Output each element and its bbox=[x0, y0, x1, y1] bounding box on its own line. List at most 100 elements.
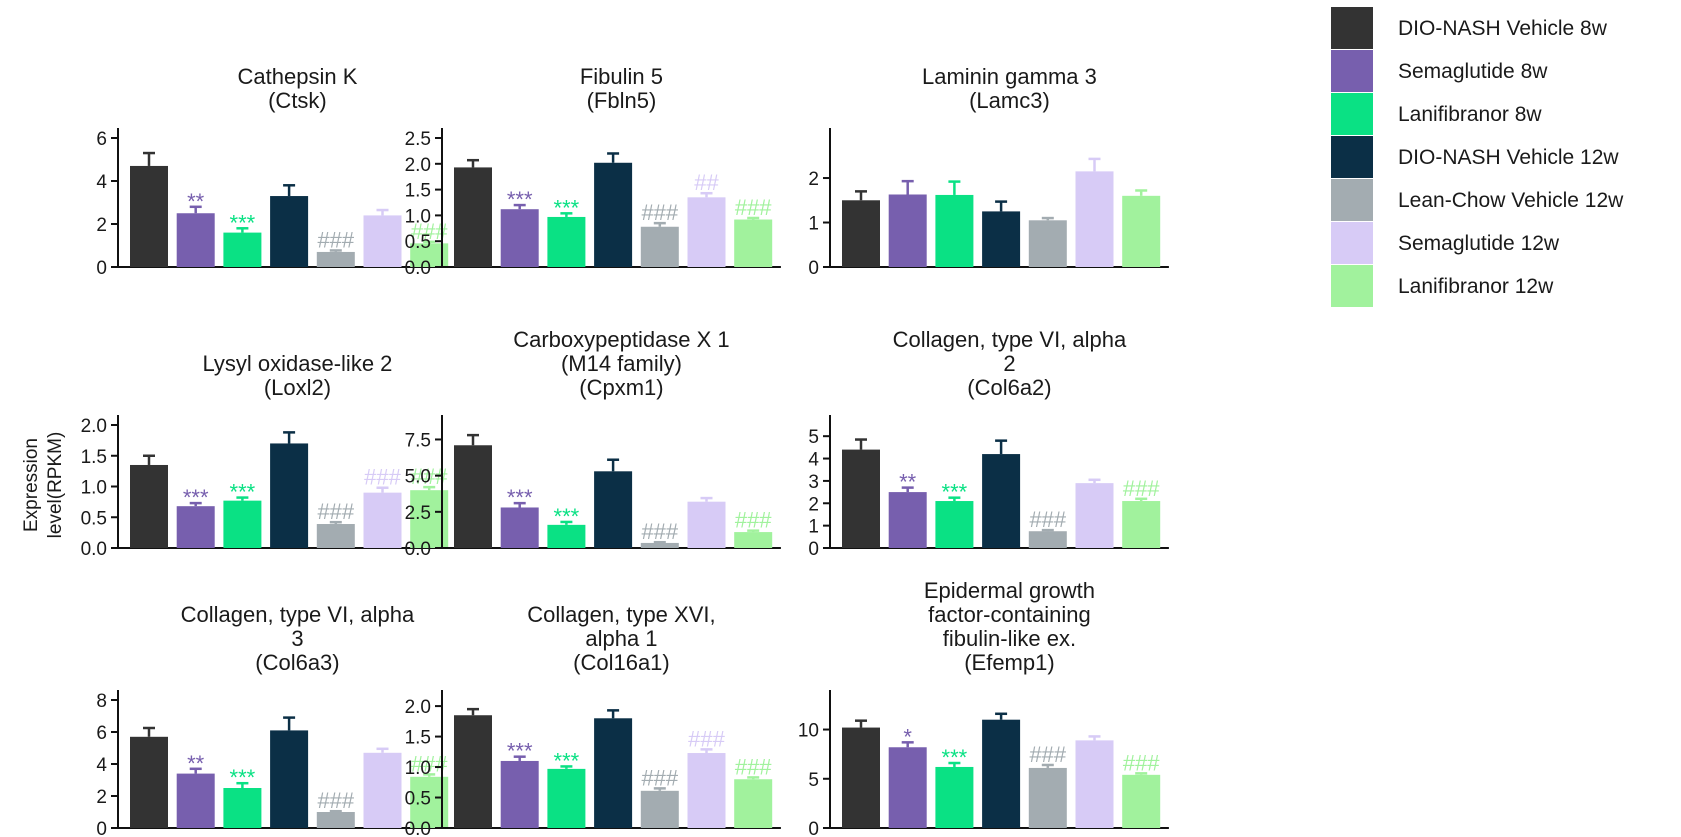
legend-label: DIO-NASH Vehicle 8w bbox=[1398, 17, 1608, 40]
y-axis-label-line-1: Expression bbox=[21, 438, 42, 532]
chart-title-line: (Lamc3) bbox=[969, 88, 1050, 113]
bar bbox=[500, 760, 539, 828]
significance-label: ### bbox=[1123, 750, 1160, 775]
bar bbox=[316, 251, 355, 267]
significance-label: ### bbox=[641, 519, 678, 544]
bar bbox=[982, 211, 1021, 267]
bar bbox=[130, 165, 168, 267]
bar bbox=[130, 736, 168, 828]
bar bbox=[176, 506, 215, 548]
significance-label: ** bbox=[899, 470, 917, 495]
bar bbox=[594, 471, 633, 548]
chart-panel: Collagen, type XVI,alpha 1(Col16a1) 0.0 0.… bbox=[405, 602, 781, 837]
significance-label: ** bbox=[187, 189, 205, 214]
chart-title-line: (Cpxm1) bbox=[579, 375, 663, 400]
bar bbox=[1075, 483, 1114, 548]
chart-title-line: alpha 1 bbox=[585, 626, 657, 651]
y-tick-label: 5 bbox=[808, 770, 819, 791]
y-tick-label: 3 bbox=[808, 472, 819, 493]
chart-title-line: (Loxl2) bbox=[264, 375, 331, 400]
chart-title-line: (Ctsk) bbox=[268, 88, 327, 113]
bar bbox=[640, 226, 679, 267]
y-tick-label: 0.0 bbox=[405, 819, 431, 837]
chart-title-line: Collagen, type XVI, bbox=[527, 602, 715, 627]
significance-label: *** bbox=[554, 504, 580, 529]
y-tick-label: 1.5 bbox=[405, 728, 431, 749]
bar bbox=[1122, 195, 1161, 267]
legend-swatch bbox=[1331, 93, 1373, 135]
y-tick-label: 2 bbox=[808, 494, 819, 515]
bar bbox=[270, 730, 309, 828]
y-tick-label: 0 bbox=[96, 258, 107, 279]
chart-title-line: Collagen, type VI, alpha bbox=[181, 602, 415, 627]
legend: DIO-NASH Vehicle 8w Semaglutide 8w Lanifib… bbox=[1331, 7, 1624, 307]
bar bbox=[1028, 220, 1067, 267]
y-tick-label: 5 bbox=[808, 427, 819, 448]
bar bbox=[594, 718, 633, 828]
chart-title-line: Fibulin 5 bbox=[580, 64, 663, 89]
bar bbox=[270, 196, 309, 267]
bar bbox=[316, 524, 355, 548]
y-tick-label: 2 bbox=[96, 787, 107, 808]
significance-label: ### bbox=[735, 195, 772, 220]
y-tick-label: 1.0 bbox=[81, 478, 107, 499]
chart-title-line: (Col6a2) bbox=[967, 375, 1051, 400]
significance-label: ### bbox=[641, 765, 678, 790]
significance-label: ### bbox=[317, 499, 354, 524]
chart-title-line: Laminin gamma 3 bbox=[922, 64, 1097, 89]
bar bbox=[176, 773, 215, 828]
bar bbox=[223, 788, 262, 828]
bar bbox=[687, 501, 726, 548]
bar bbox=[888, 747, 927, 828]
legend-label: DIO-NASH Vehicle 12w bbox=[1398, 146, 1619, 169]
chart-title-line: Lysyl oxidase-like 2 bbox=[202, 351, 392, 376]
significance-label: ### bbox=[735, 508, 772, 533]
y-tick-label: 1.5 bbox=[81, 447, 107, 468]
y-tick-label: 1.0 bbox=[405, 758, 431, 779]
y-tick-label: 1 bbox=[808, 517, 819, 538]
y-tick-label: 10 bbox=[798, 721, 819, 742]
y-tick-label: 0.5 bbox=[405, 232, 431, 253]
bar bbox=[640, 542, 679, 548]
bar bbox=[734, 779, 773, 828]
y-tick-label: 2.5 bbox=[405, 503, 431, 524]
legend-label: Semaglutide 12w bbox=[1398, 232, 1560, 255]
significance-label: ### bbox=[364, 465, 401, 490]
significance-label: *** bbox=[507, 485, 533, 510]
bar bbox=[130, 464, 168, 548]
significance-label: ## bbox=[694, 170, 719, 195]
bar bbox=[500, 507, 539, 548]
significance-label: ### bbox=[317, 788, 354, 813]
bar bbox=[363, 215, 402, 267]
significance-label: ### bbox=[1123, 476, 1160, 501]
bar bbox=[454, 445, 492, 548]
y-tick-label: 0.0 bbox=[405, 258, 431, 279]
bar bbox=[500, 209, 539, 267]
legend-label: Lanifibranor 12w bbox=[1398, 275, 1554, 298]
y-tick-label: 6 bbox=[96, 129, 107, 150]
chart-title-line: Cathepsin K bbox=[238, 64, 358, 89]
chart-title-line: (Fbln5) bbox=[587, 88, 657, 113]
y-tick-label: 4 bbox=[96, 755, 107, 776]
bar bbox=[547, 768, 586, 828]
bar bbox=[363, 752, 402, 828]
bar bbox=[1122, 501, 1161, 548]
bar bbox=[270, 443, 309, 548]
chart-panel: Epidermal growthfactor-containingfibulin… bbox=[798, 578, 1169, 837]
bar bbox=[410, 243, 449, 267]
bar bbox=[734, 219, 773, 267]
chart-title-line: Collagen, type VI, alpha bbox=[893, 327, 1127, 352]
significance-label: *** bbox=[942, 745, 968, 770]
y-tick-label: 1.0 bbox=[405, 206, 431, 227]
chart-title-line: (M14 family) bbox=[561, 351, 682, 376]
bar bbox=[594, 162, 633, 267]
bar bbox=[982, 719, 1021, 828]
significance-label: *** bbox=[554, 195, 580, 220]
y-tick-label: 0 bbox=[808, 258, 819, 279]
chart-panel: Laminin gamma 3(Lamc3) 0 1 2 bbox=[808, 64, 1169, 279]
bar bbox=[982, 454, 1021, 548]
chart-title-line: (Col6a3) bbox=[255, 650, 339, 675]
